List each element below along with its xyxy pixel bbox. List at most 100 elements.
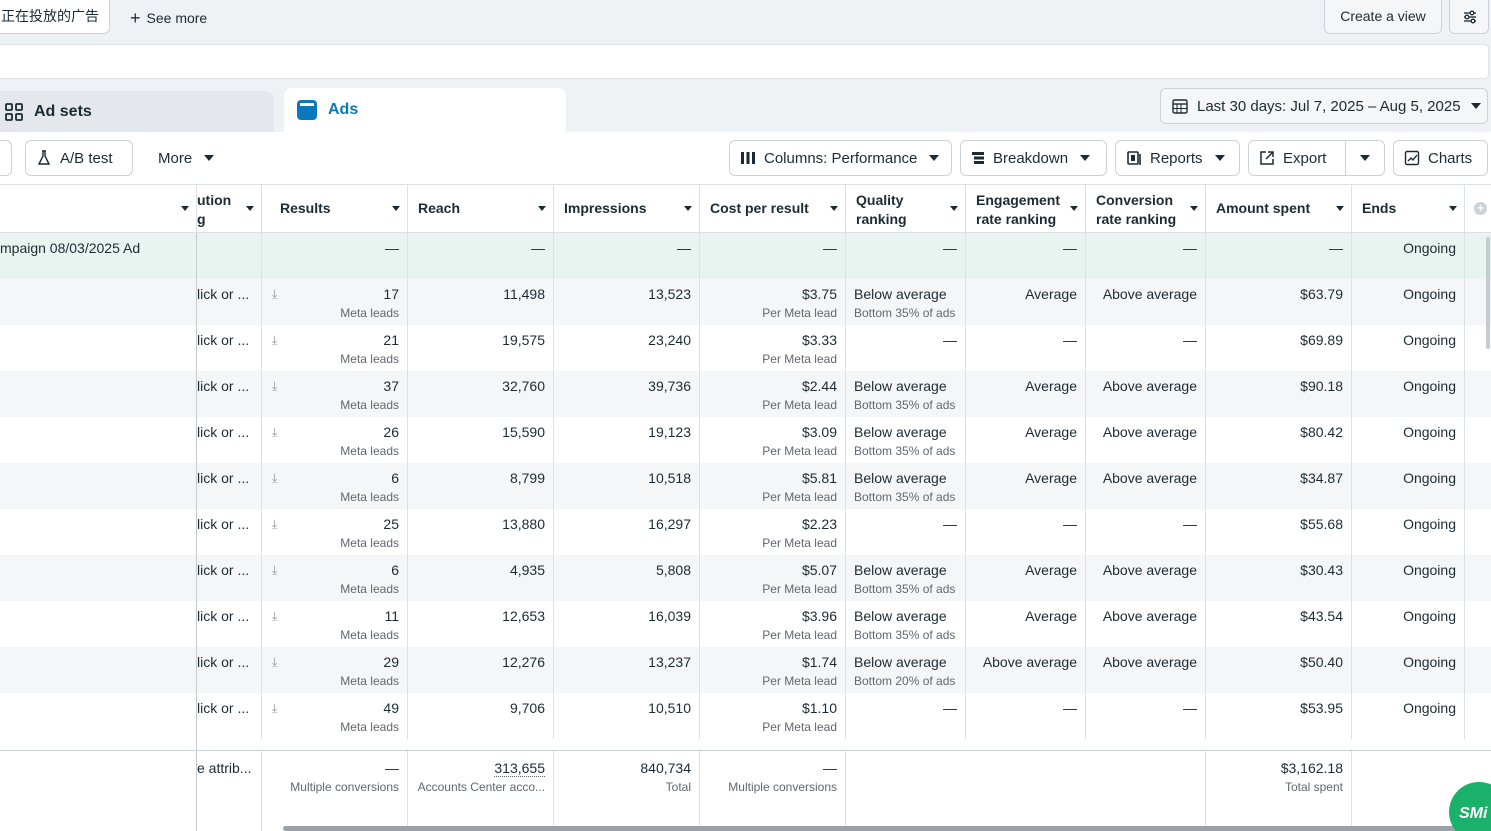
- ab-test-button[interactable]: A/B test: [25, 140, 133, 176]
- summary-attr: [197, 233, 262, 279]
- cell-impressions: 13,523: [554, 279, 700, 325]
- date-range-picker[interactable]: Last 30 days: Jul 7, 2025 – Aug 5, 2025: [1160, 88, 1488, 124]
- cell-results: ⤓ 37 Meta leads: [262, 371, 408, 417]
- download-icon[interactable]: ⤓: [272, 471, 278, 485]
- footer-cost-value: —: [823, 760, 837, 776]
- table-row[interactable]: lick or ... ⤓ 11 Meta leads 12,653 16,039 $3.9…: [0, 601, 1491, 647]
- summary-row[interactable]: mpaign 08/03/2025 Ad — — — — — — — — Ong…: [0, 233, 1491, 279]
- table-row[interactable]: lick or ... ⤓ 26 Meta leads 15,590 19,123 $3.0…: [0, 417, 1491, 463]
- column-header-amount-spent[interactable]: Amount spent: [1206, 185, 1352, 233]
- cell-quality-value: Below average: [854, 562, 947, 578]
- see-more-button[interactable]: + See more: [130, 0, 207, 34]
- table-row[interactable]: lick or ... ⤓ 21 Meta leads 19,575 23,240 $3.3…: [0, 325, 1491, 371]
- saved-filter-chip[interactable]: 正在投放的广告: [0, 0, 110, 34]
- cell-ends: Ongoing: [1352, 555, 1465, 601]
- ad-name-cell[interactable]: [0, 371, 197, 417]
- add-column-icon[interactable]: +: [1474, 202, 1487, 215]
- horizontal-scrollbar[interactable]: [283, 826, 1491, 831]
- cell-results-value: 6: [391, 470, 399, 486]
- cell-engagement: Average: [966, 279, 1086, 325]
- footer-reach-value[interactable]: 313,655: [494, 760, 545, 777]
- column-header-impressions[interactable]: Impressions: [554, 185, 700, 233]
- ad-name-cell[interactable]: [0, 601, 197, 647]
- create-view-button[interactable]: Create a view: [1324, 0, 1442, 34]
- download-icon[interactable]: ⤓: [272, 701, 278, 715]
- column-header-attribution-label: ution g: [197, 192, 232, 227]
- cell-impressions: 13,237: [554, 647, 700, 693]
- cell-reach-value: 8,799: [509, 470, 545, 486]
- summary-name: mpaign 08/03/2025 Ad: [0, 240, 141, 256]
- vertical-scrollbar[interactable]: [1486, 237, 1490, 349]
- table-row[interactable]: lick or ... ⤓ 37 Meta leads 32,760 39,736 $2.4…: [0, 371, 1491, 417]
- table-row[interactable]: lick or ... ⤓ 6 Meta leads 8,799 10,518 $5.81 P…: [0, 463, 1491, 509]
- ad-name-cell[interactable]: [0, 463, 197, 509]
- cell-conversion: —: [1086, 509, 1206, 555]
- download-icon[interactable]: ⤓: [272, 517, 278, 531]
- tab-ad-sets[interactable]: Ad sets: [0, 91, 274, 132]
- cell-quality-subtext: Bottom 35% of ads: [854, 628, 956, 642]
- ad-name-cell[interactable]: [0, 647, 197, 693]
- column-header-results[interactable]: Results: [262, 185, 408, 233]
- table-row[interactable]: lick or ... ⤓ 17 Meta leads 11,498 13,523 $3.7…: [0, 279, 1491, 325]
- table-row[interactable]: lick or ... ⤓ 29 Meta leads 12,276 13,237 $1.7…: [0, 647, 1491, 693]
- cell-results-subtext: Meta leads: [340, 628, 399, 642]
- column-header-conversion-ranking[interactable]: Conversion rate ranking: [1086, 185, 1206, 233]
- plus-icon: +: [130, 8, 141, 28]
- cell-reach: 19,575: [408, 325, 554, 371]
- ad-name-cell[interactable]: [0, 279, 197, 325]
- export-button[interactable]: Export: [1248, 140, 1346, 176]
- columns-button[interactable]: Columns: Performance: [729, 140, 952, 176]
- cell-reach-value: 15,590: [502, 424, 545, 440]
- ad-name-cell[interactable]: [0, 693, 197, 739]
- column-header-name[interactable]: [0, 185, 197, 233]
- download-icon[interactable]: ⤓: [272, 425, 278, 439]
- table-footer-totals: e attrib... — Multiple conversions 313,65…: [0, 750, 1491, 831]
- tab-ads[interactable]: Ads: [284, 88, 566, 132]
- column-header-reach[interactable]: Reach: [408, 185, 554, 233]
- cell-engagement-value: Average: [1025, 378, 1077, 394]
- date-range-label: Last 30 days: Jul 7, 2025 – Aug 5, 2025: [1197, 97, 1461, 115]
- ad-name-cell[interactable]: [0, 555, 197, 601]
- download-icon[interactable]: ⤓: [272, 333, 278, 347]
- more-menu-button[interactable]: More: [148, 140, 225, 176]
- cell-quality-value: —: [943, 700, 957, 716]
- cell-impressions-value: 10,510: [648, 700, 691, 716]
- column-header-cost-per-result[interactable]: Cost per result: [700, 185, 846, 233]
- download-icon[interactable]: ⤓: [272, 655, 278, 669]
- cell-cost-value: $3.75: [801, 286, 837, 302]
- download-icon[interactable]: ⤓: [272, 379, 278, 393]
- tab-ads-label: Ads: [328, 101, 359, 118]
- ad-name-cell[interactable]: [0, 509, 197, 555]
- cell-engagement-value: Average: [1025, 286, 1077, 302]
- charts-button[interactable]: Charts: [1393, 140, 1488, 176]
- ad-name-cell[interactable]: [0, 417, 197, 463]
- column-header-attribution[interactable]: ution g: [197, 185, 262, 233]
- download-icon[interactable]: ⤓: [272, 609, 278, 623]
- summary-amount: —: [1206, 233, 1352, 279]
- table-row[interactable]: lick or ... ⤓ 6 Meta leads 4,935 5,808 $5.07 Pe…: [0, 555, 1491, 601]
- cell-conversion-value: Above average: [1102, 286, 1197, 302]
- cell-cost-subtext: Per Meta lead: [762, 674, 837, 688]
- search-filter-input[interactable]: [0, 44, 1489, 79]
- filter-settings-button[interactable]: [1449, 0, 1489, 34]
- cell-engagement: Average: [966, 417, 1086, 463]
- cell-attr-value: lick or ...: [197, 286, 250, 302]
- breakdown-button[interactable]: Breakdown: [960, 140, 1107, 176]
- reports-button[interactable]: Reports: [1115, 140, 1240, 176]
- cell-quality: Below average Bottom 35% of ads: [846, 601, 966, 647]
- download-icon[interactable]: ⤓: [272, 563, 278, 577]
- toolbar-stub-button[interactable]: [0, 140, 12, 176]
- column-header-quality-ranking[interactable]: Quality ranking: [846, 185, 966, 233]
- cell-results: ⤓ 6 Meta leads: [262, 463, 408, 509]
- export-options-button[interactable]: [1345, 140, 1385, 176]
- ad-name-cell[interactable]: [0, 325, 197, 371]
- column-header-ends[interactable]: Ends: [1352, 185, 1465, 233]
- download-icon[interactable]: ⤓: [272, 287, 278, 301]
- table-row[interactable]: lick or ... ⤓ 25 Meta leads 13,880 16,297 $2.2…: [0, 509, 1491, 555]
- cell-cost-value: $3.33: [801, 332, 837, 348]
- ad-icon: [296, 99, 318, 121]
- flask-icon: [36, 150, 52, 166]
- table-row[interactable]: lick or ... ⤓ 49 Meta leads 9,706 10,510 $1.10…: [0, 693, 1491, 739]
- cell-reach: 13,880: [408, 509, 554, 555]
- column-header-engagement-ranking[interactable]: Engagement rate ranking: [966, 185, 1086, 233]
